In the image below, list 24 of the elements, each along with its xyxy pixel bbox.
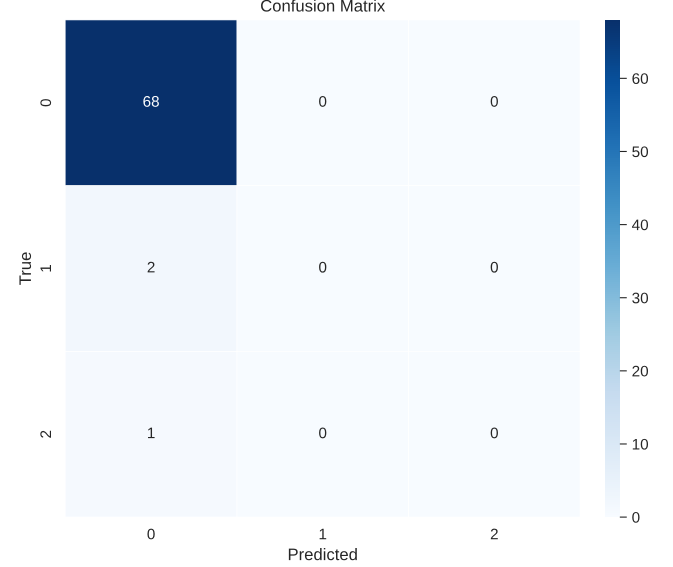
data-label: 0 <box>319 96 326 107</box>
data-label: 1 <box>148 428 155 438</box>
data-label: 0 <box>319 262 326 273</box>
data-label: 0 <box>490 262 498 273</box>
x-tick-label: 0 <box>147 528 155 540</box>
data-label: 0 <box>319 428 326 438</box>
color-bar-label: 30 <box>632 292 648 304</box>
color-bar-label: 50 <box>632 146 648 158</box>
y-tick-label: 2 <box>40 430 51 438</box>
color-bar-label: 40 <box>632 219 648 230</box>
x-axis-title: Predicted <box>288 548 357 560</box>
color-bar-label: 0 <box>632 512 640 523</box>
data-label: 0 <box>490 96 498 107</box>
data-label: 0 <box>490 428 498 438</box>
x-tick-label: 1 <box>320 528 326 540</box>
color-bar-label: 10 <box>632 438 648 450</box>
color-bar-label: 60 <box>632 73 648 84</box>
y-tick-label: 0 <box>40 99 52 106</box>
color-bar-label: 20 <box>632 366 648 377</box>
y-axis-title: True <box>19 252 32 285</box>
data-label: 68 <box>143 96 159 107</box>
x-tick-label: 2 <box>490 528 498 540</box>
data-label: 2 <box>148 262 155 272</box>
y-tick-label: 1 <box>40 264 51 272</box>
